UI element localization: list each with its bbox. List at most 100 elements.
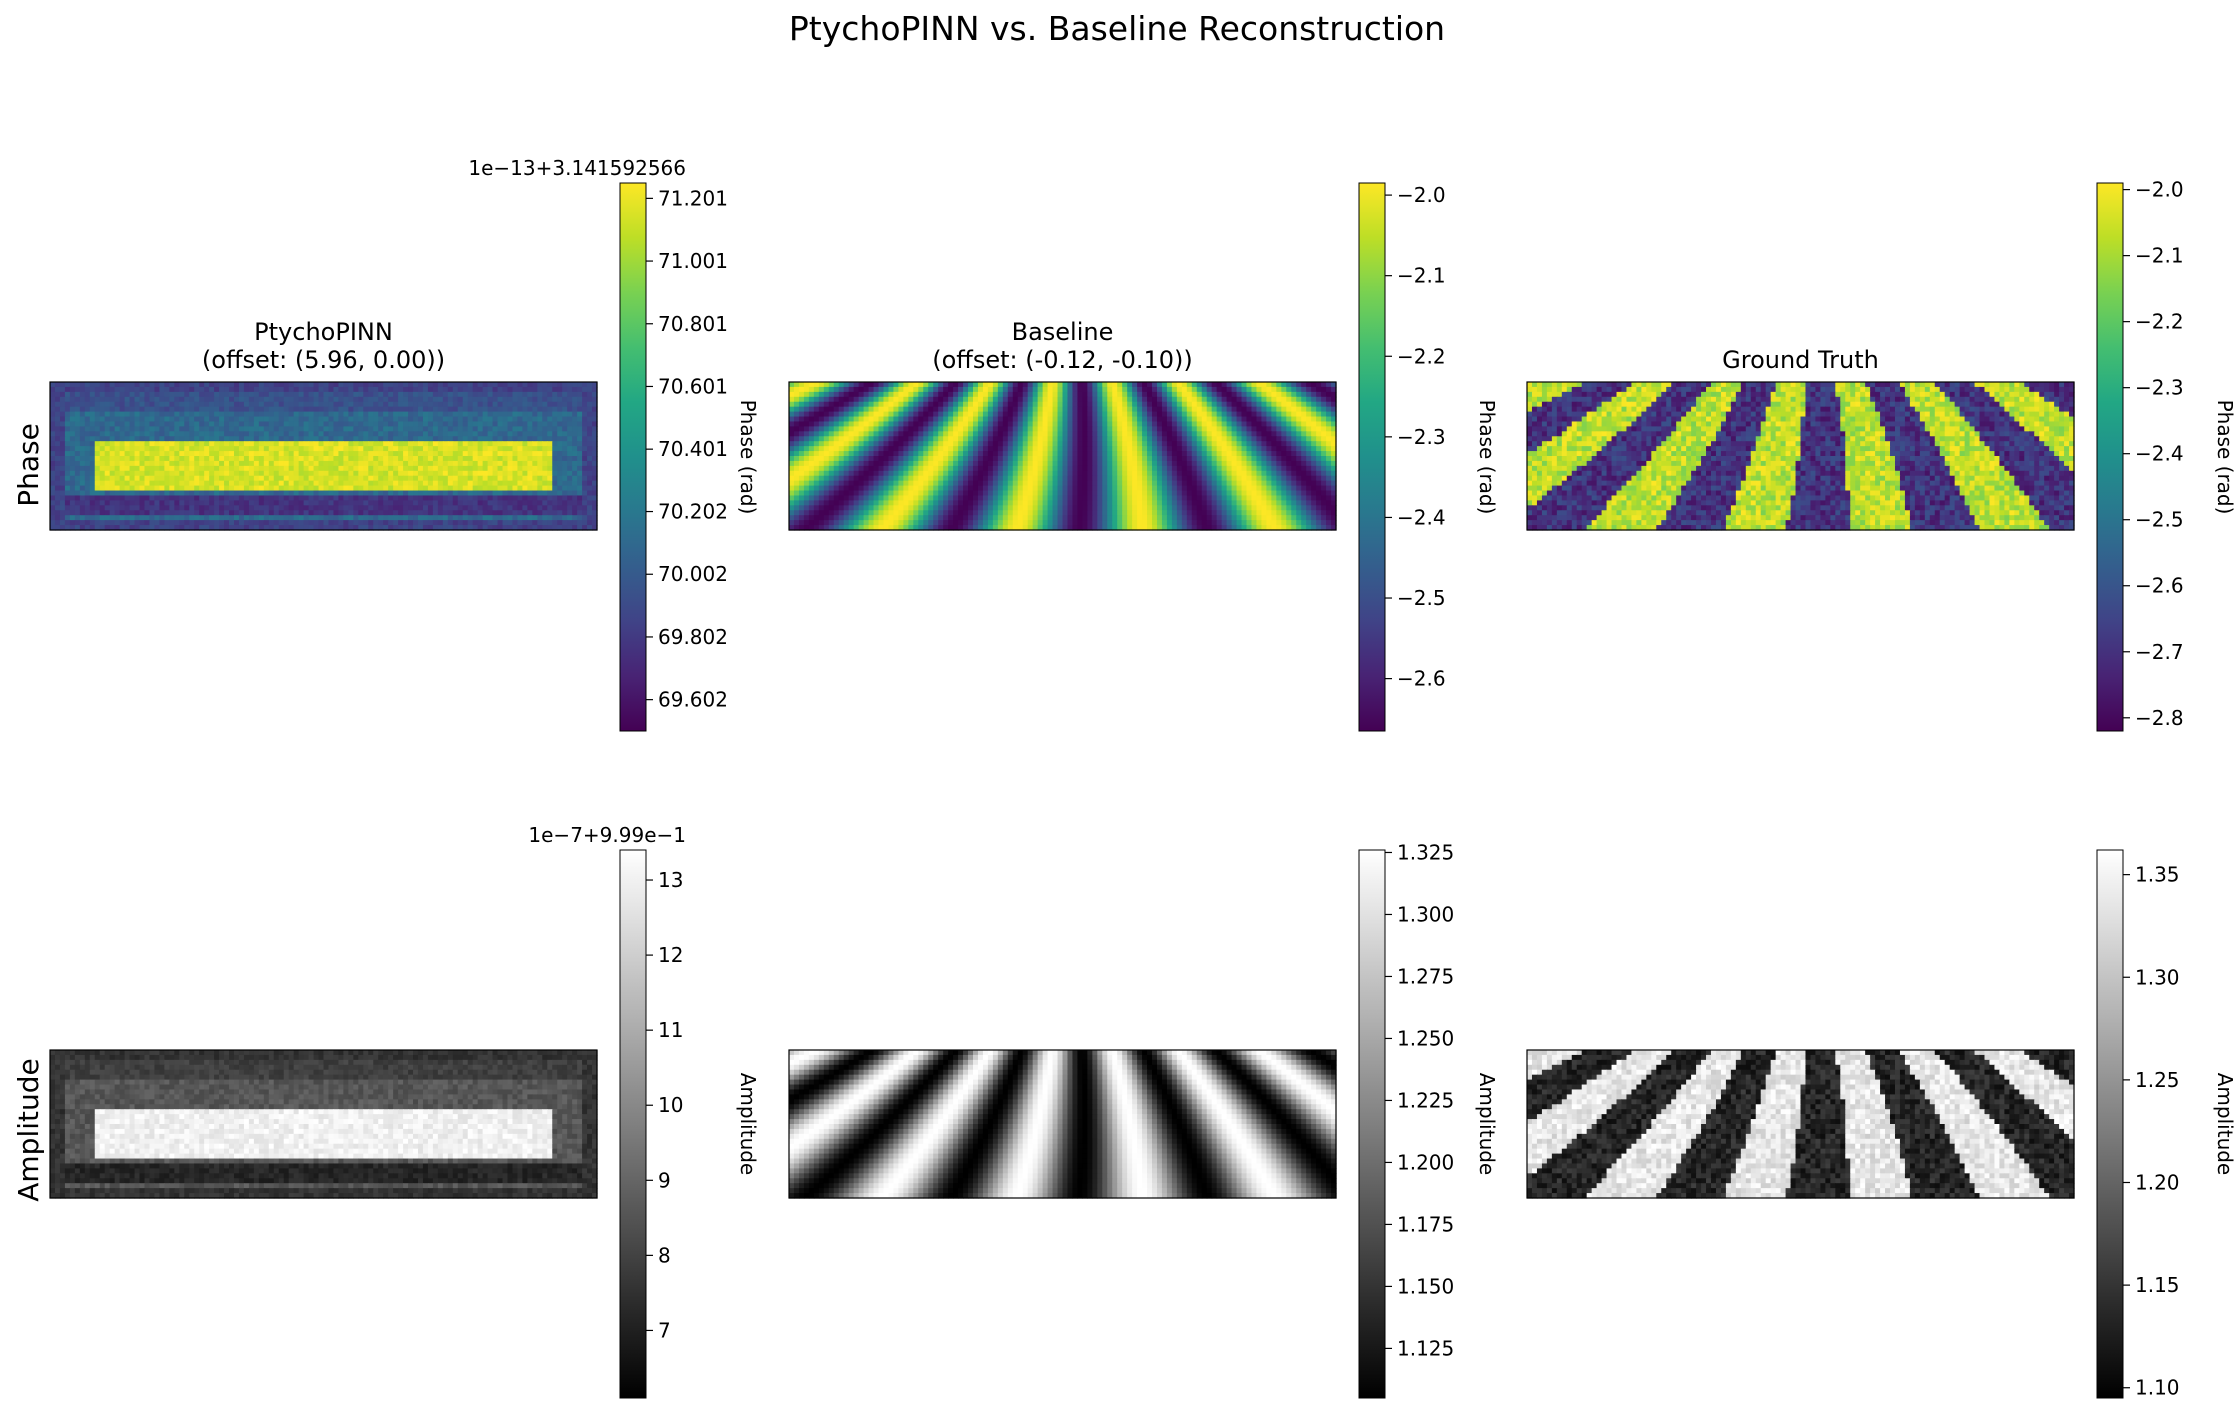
- heatmap-cell: [254, 397, 260, 403]
- heatmap-cell: [75, 471, 81, 477]
- heatmap-cell: [1157, 387, 1163, 393]
- heatmap-cell: [1028, 382, 1034, 388]
- heatmap-cell: [557, 500, 563, 506]
- heatmap-cell: [115, 417, 121, 423]
- heatmap-cell: [319, 417, 325, 423]
- heatmap-cell: [547, 466, 553, 472]
- heatmap-cell: [562, 510, 568, 516]
- heatmap-cell: [269, 402, 275, 408]
- heatmap-cell: [85, 417, 91, 423]
- heatmap-cell: [463, 392, 469, 398]
- heatmap-cell: [448, 431, 454, 437]
- heatmap-cell: [199, 451, 205, 457]
- heatmap-cell: [80, 436, 86, 442]
- heatmap-cell: [503, 520, 509, 526]
- heatmap-cell: [557, 392, 563, 398]
- heatmap-cell: [289, 451, 295, 457]
- heatmap-cell: [1197, 382, 1203, 388]
- heatmap-cell: [294, 402, 300, 408]
- heatmap-cell: [373, 436, 379, 442]
- heatmap-cell: [179, 417, 185, 423]
- heatmap-cell: [353, 476, 359, 482]
- heatmap-cell: [244, 431, 250, 437]
- heatmap-cell: [408, 402, 414, 408]
- heatmap-cell: [338, 451, 344, 457]
- heatmap-cell: [279, 500, 285, 506]
- heatmap-cell: [324, 491, 330, 497]
- heatmap-cell: [572, 446, 578, 452]
- heatmap-cell: [299, 505, 305, 511]
- heatmap-cell: [498, 412, 504, 418]
- heatmap-cell: [95, 397, 101, 403]
- heatmap-cell: [498, 382, 504, 388]
- heatmap-cell: [567, 500, 573, 506]
- heatmap-cell: [582, 397, 588, 403]
- heatmap-cell: [179, 495, 185, 501]
- heatmap-cell: [483, 407, 489, 413]
- heatmap-cell: [110, 446, 116, 452]
- heatmap-cell: [70, 500, 76, 506]
- heatmap-cell: [463, 436, 469, 442]
- heatmap-cell: [304, 515, 310, 521]
- heatmap-cell: [483, 441, 489, 447]
- heatmap-cell: [478, 402, 484, 408]
- heatmap-cell: [582, 466, 588, 472]
- heatmap-cell: [154, 505, 160, 511]
- heatmap-cell: [328, 421, 334, 427]
- heatmap-cell: [80, 510, 86, 516]
- heatmap-cell: [110, 515, 116, 521]
- heatmap-cell: [314, 486, 320, 492]
- heatmap-cell: [204, 491, 210, 497]
- heatmap-cell: [234, 510, 240, 516]
- heatmap-cell: [348, 412, 354, 418]
- heatmap-cell: [120, 407, 126, 413]
- heatmap-cell: [552, 466, 558, 472]
- heatmap-cell: [333, 421, 339, 427]
- heatmap-cell: [154, 431, 160, 437]
- heatmap-cell: [239, 402, 245, 408]
- heatmap-cell: [85, 471, 91, 477]
- heatmap-cell: [239, 461, 245, 467]
- heatmap-cell: [542, 481, 548, 487]
- heatmap-cell: [343, 500, 349, 506]
- heatmap-cell: [234, 491, 240, 497]
- heatmap-cell: [299, 500, 305, 506]
- heatmap-cell: [85, 436, 91, 442]
- heatmap-cell: [130, 461, 136, 467]
- heatmap-cell: [358, 510, 364, 516]
- heatmap-cell: [299, 466, 305, 472]
- heatmap-cell: [343, 407, 349, 413]
- heatmap-cell: [324, 421, 330, 427]
- heatmap-cell: [328, 392, 334, 398]
- heatmap-cell: [348, 461, 354, 467]
- heatmap-cell: [65, 481, 71, 487]
- heatmap-cell: [274, 456, 280, 462]
- heatmap-cell: [373, 412, 379, 418]
- heatmap-cell: [189, 486, 195, 492]
- heatmap-cell: [105, 407, 111, 413]
- heatmap-cell: [154, 491, 160, 497]
- heatmap-cell: [577, 505, 583, 511]
- heatmap-cell: [174, 421, 180, 427]
- heatmap-cell: [587, 491, 593, 497]
- heatmap-cell: [537, 417, 543, 423]
- heatmap-cell: [209, 491, 215, 497]
- heatmap-cell: [483, 436, 489, 442]
- heatmap-cell: [562, 421, 568, 427]
- heatmap-cell: [194, 397, 200, 403]
- heatmap-cell: [512, 510, 518, 516]
- heatmap-cell: [448, 436, 454, 442]
- heatmap-cell: [378, 481, 384, 487]
- heatmap-cell: [60, 476, 66, 482]
- heatmap-phase-baseline: [789, 382, 1337, 531]
- heatmap-cell: [70, 466, 76, 472]
- heatmap-cell: [503, 397, 509, 403]
- heatmap-cell: [498, 436, 504, 442]
- heatmap-cell: [428, 505, 434, 511]
- heatmap-cell: [572, 505, 578, 511]
- heatmap-cell: [443, 461, 449, 467]
- heatmap-cell: [358, 461, 364, 467]
- heatmap-cell: [547, 510, 553, 516]
- heatmap-cell: [532, 461, 538, 467]
- heatmap-cell: [324, 412, 330, 418]
